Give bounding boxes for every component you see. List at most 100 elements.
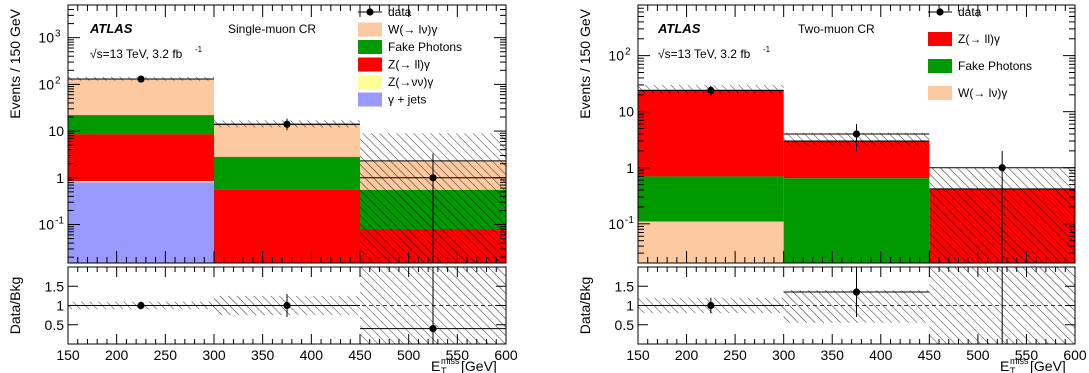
ratio-y-tick-label: 0.5 xyxy=(45,317,65,333)
experiment-label: ATLAS xyxy=(657,21,701,36)
y-tick-exponent: 2 xyxy=(625,47,631,58)
y-tick-exponent: 2 xyxy=(55,75,61,86)
y-tick-label: 10 xyxy=(38,76,54,92)
y-tick-label: 10 xyxy=(38,30,54,46)
x-tick-label: 600 xyxy=(494,347,518,363)
stack-w-l-bar xyxy=(68,79,214,116)
stack-fake-photons-bar xyxy=(783,178,930,263)
x-tick-label: 500 xyxy=(397,347,421,363)
ratio-y-tick-label: 1.5 xyxy=(615,278,635,294)
ratio-point xyxy=(283,301,291,310)
x-tick-label: 300 xyxy=(772,347,796,363)
legend-label: Z(→νν)γ xyxy=(388,75,433,89)
x-axis-unit: [GeV] xyxy=(461,358,497,373)
stack-z-ll-bar xyxy=(68,134,214,182)
ratio-y-axis-label: Data/Bkg xyxy=(577,277,593,335)
legend-data-marker xyxy=(366,8,374,16)
y-axis-label: Events / 150 GeV xyxy=(577,8,593,118)
x-axis-unit: [GeV] xyxy=(1030,358,1066,373)
ratio-y-tick-label: 1.5 xyxy=(45,278,65,294)
x-tick-label: 400 xyxy=(300,347,324,363)
ratio-y-tick-label: 1 xyxy=(626,298,634,314)
energy-luminosity-label: √s=13 TeV, 3.2 fb xyxy=(658,47,751,61)
legend-label: γ + jets xyxy=(388,93,426,107)
data-point xyxy=(137,75,145,83)
stack-fake-photons-bar xyxy=(638,176,784,222)
stack-w-l-bar xyxy=(638,221,784,263)
ratio-point xyxy=(707,301,715,310)
x-tick-label: 500 xyxy=(966,347,990,363)
y-tick-exponent: 3 xyxy=(55,29,61,40)
legend-swatch-w-l xyxy=(928,86,952,100)
x-axis-label: E xyxy=(1000,358,1009,373)
legend-label: W(→ lν)γ xyxy=(388,23,437,37)
x-axis-label-subscript: T xyxy=(441,366,447,373)
x-tick-label: 250 xyxy=(154,347,178,363)
x-tick-label: 350 xyxy=(251,347,275,363)
legend-data-marker xyxy=(936,8,944,16)
legend-label: W(→ lν)γ xyxy=(958,86,1007,100)
y-tick-label: 10 xyxy=(38,217,54,233)
x-tick-label: 450 xyxy=(348,347,372,363)
stack-z-ll-bar xyxy=(214,189,360,263)
x-tick-label: 150 xyxy=(626,347,650,363)
energy-luminosity-label: √s=13 TeV, 3.2 fb xyxy=(90,47,183,61)
data-point xyxy=(283,120,291,128)
x-tick-label: 250 xyxy=(723,347,747,363)
legend-swatch-fake-photons xyxy=(928,59,952,73)
legend-label: Fake Photons xyxy=(388,40,462,54)
stack-fake-photons-bar xyxy=(214,156,360,190)
data-point xyxy=(852,130,861,138)
ratio-point xyxy=(429,325,437,333)
legend-swatch-z-ll xyxy=(358,57,382,72)
legend-swatch-w-l xyxy=(358,22,382,37)
stack-z-bar xyxy=(68,181,214,183)
ratio-y-tick-label: 1 xyxy=(56,298,64,314)
legend-swatch-z xyxy=(358,75,382,89)
ratio-y-tick-label: 0.5 xyxy=(615,317,635,333)
ratio-y-axis-label: Data/Bkg xyxy=(7,277,23,335)
legend-label: data xyxy=(388,5,412,19)
data-point xyxy=(707,86,715,94)
stack-z-ll-bar xyxy=(638,90,784,177)
y-tick-label: 1 xyxy=(56,170,64,186)
stack-fake-photons-bar xyxy=(68,115,214,135)
x-axis-label-superscript: miss xyxy=(1010,356,1029,366)
x-axis-label: E xyxy=(431,358,440,373)
x-tick-label: 600 xyxy=(1063,347,1087,363)
legend-swatch-jets xyxy=(358,92,382,107)
legend-label: data xyxy=(958,5,982,19)
data-point xyxy=(998,164,1006,172)
region-title: Two-muon CR xyxy=(798,22,875,36)
region-title: Single-muon CR xyxy=(228,22,316,36)
experiment-label: ATLAS xyxy=(89,21,133,36)
legend-label: Z(→ ll)γ xyxy=(958,32,1000,46)
data-point xyxy=(429,174,437,182)
y-tick-label: 1 xyxy=(626,160,634,176)
stack-jets-bar xyxy=(68,182,214,263)
x-axis-label-subscript: T xyxy=(1010,366,1016,373)
y-tick-label: 10 xyxy=(48,123,64,139)
main-frame xyxy=(67,4,507,264)
x-tick-label: 300 xyxy=(202,347,226,363)
y-tick-label: 10 xyxy=(608,216,624,232)
x-tick-label: 550 xyxy=(1015,347,1039,363)
x-tick-label: 350 xyxy=(821,347,845,363)
legend-label: Z(→ ll)γ xyxy=(388,58,430,72)
y-tick-label: 10 xyxy=(608,48,624,64)
x-tick-label: 450 xyxy=(918,347,942,363)
x-tick-label: 150 xyxy=(56,347,80,363)
y-tick-label: 10 xyxy=(618,104,634,120)
legend-label: Fake Photons xyxy=(958,59,1032,73)
x-tick-label: 200 xyxy=(105,347,129,363)
y-tick-exponent: -1 xyxy=(55,216,64,227)
luminosity-exponent: -1 xyxy=(195,45,203,54)
ratio-point xyxy=(137,301,145,310)
x-tick-label: 400 xyxy=(869,347,893,363)
x-axis-label-superscript: miss xyxy=(441,356,460,366)
x-tick-label: 550 xyxy=(446,347,470,363)
ratio-point xyxy=(852,288,861,296)
